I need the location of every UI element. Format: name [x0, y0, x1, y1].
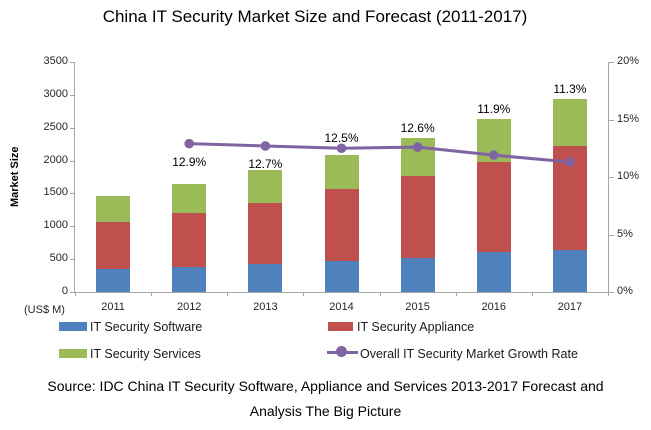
growth-data-label: 11.9%: [477, 102, 511, 117]
legend-marker-icon: [336, 346, 347, 357]
bar-segment-2015-0: [400, 258, 435, 292]
x-tick-mark: [151, 292, 153, 296]
x-tick-mark: [75, 292, 76, 296]
legend-swatch-software: [59, 322, 87, 331]
x-category-label: 2017: [557, 301, 583, 313]
bar-segment-2012-2: [172, 183, 207, 213]
y-tick-label: 1000: [43, 219, 68, 232]
x-tick-mark: [379, 292, 381, 296]
source-line-2: Analysis The Big Picture: [249, 403, 402, 419]
legend-label-appliance: IT Security Appliance: [357, 320, 475, 334]
legend-label-software: IT Security Software: [90, 320, 203, 334]
y2-tick-label: 10%: [617, 170, 640, 182]
x-tick-mark: [303, 292, 305, 296]
y-tick-mark: [70, 259, 75, 261]
y-tick-mark: [70, 226, 75, 228]
legend-swatch-appliance: [328, 322, 353, 331]
bar-segment-2013-0: [248, 264, 283, 292]
growth-rate-line: [184, 138, 575, 167]
growth-data-label: 12.9%: [172, 154, 207, 169]
bar-segment-2016-0: [476, 252, 511, 292]
bar-segment-2017-2: [552, 98, 587, 147]
source-line-1: Source: IDC China IT Security Software, …: [47, 378, 604, 394]
y-tick-label: 2000: [43, 153, 68, 166]
y-tick-label: 1500: [43, 186, 68, 199]
bar-segment-2014-2: [324, 154, 359, 190]
y2-tick-mark: [609, 177, 614, 178]
y2-tick-mark: [609, 62, 614, 63]
bar-segment-2013-2: [248, 169, 283, 203]
growth-marker-icon: [336, 143, 347, 154]
growth-marker-icon: [488, 150, 499, 160]
y-tick-label: 3000: [43, 87, 68, 100]
growth-data-label: 12.5%: [324, 131, 359, 146]
y-tick-mark: [70, 127, 75, 129]
bar-segment-2012-1: [172, 212, 207, 268]
y2-tick-label: 0%: [617, 285, 633, 297]
growth-marker-icon: [184, 138, 195, 149]
y-tick-label: 500: [49, 252, 68, 265]
y2-tick-mark: [609, 119, 614, 121]
y-tick-label: 0: [61, 285, 68, 297]
growth-marker-icon: [565, 157, 575, 167]
x-category-label: 2016: [481, 301, 507, 313]
bar-segment-2011-1: [96, 222, 131, 269]
x-tick-mark: [455, 292, 457, 296]
bar-segment-2011-2: [96, 195, 131, 222]
legend-swatch-services: [59, 349, 87, 358]
y2-tick-label: 5%: [617, 227, 633, 240]
y-tick-mark: [70, 62, 75, 63]
y2-tick-label: 15%: [617, 112, 640, 125]
y2-tick-label: 20%: [617, 55, 640, 67]
legend-label-growth-rate: Overall IT Security Market Growth Rate: [360, 347, 578, 361]
y-tick-mark: [70, 193, 75, 195]
growth-marker-icon: [260, 141, 271, 151]
y2-tick-mark: [609, 234, 614, 236]
growth-marker-icon: [412, 142, 423, 152]
legend-label-services: IT Security Services: [90, 347, 201, 361]
bar-segment-2017-0: [552, 249, 587, 292]
bar-segment-2012-0: [172, 267, 207, 292]
x-axis-line: [74, 292, 609, 293]
y-tick-mark: [70, 94, 75, 96]
bar-segment-2016-1: [476, 161, 511, 253]
y-axis-line: [74, 62, 75, 292]
growth-data-label: 11.3%: [553, 81, 587, 96]
y-tick-label: 3500: [43, 55, 68, 67]
x-category-label: 2013: [253, 301, 278, 313]
y-tick-mark: [70, 292, 75, 293]
y-tick-mark: [70, 160, 75, 162]
y-axis-unit-label: (US$ M): [24, 304, 65, 316]
growth-data-label: 12.6%: [400, 120, 435, 135]
chart-title: China IT Security Market Size and Foreca…: [102, 7, 528, 26]
bar-segment-2013-1: [248, 202, 283, 265]
secondary-y-axis-line: [608, 62, 609, 292]
y2-tick-mark: [609, 292, 614, 293]
y-tick-label: 2500: [43, 120, 68, 133]
x-tick-mark: [227, 292, 229, 296]
x-category-label: 2012: [176, 301, 202, 313]
bar-segment-2011-0: [96, 269, 131, 292]
growth-data-label: 12.7%: [248, 156, 283, 171]
bar-segment-2015-1: [400, 175, 435, 259]
x-category-label: 2015: [405, 301, 430, 313]
x-tick-mark: [531, 292, 533, 296]
growth-line-path: [189, 142, 571, 164]
bar-segment-2014-1: [324, 189, 359, 262]
x-tick-mark: [608, 292, 609, 296]
x-category-label: 2011: [101, 301, 125, 313]
bar-segment-2014-0: [324, 261, 359, 292]
x-category-label: 2014: [329, 301, 354, 313]
